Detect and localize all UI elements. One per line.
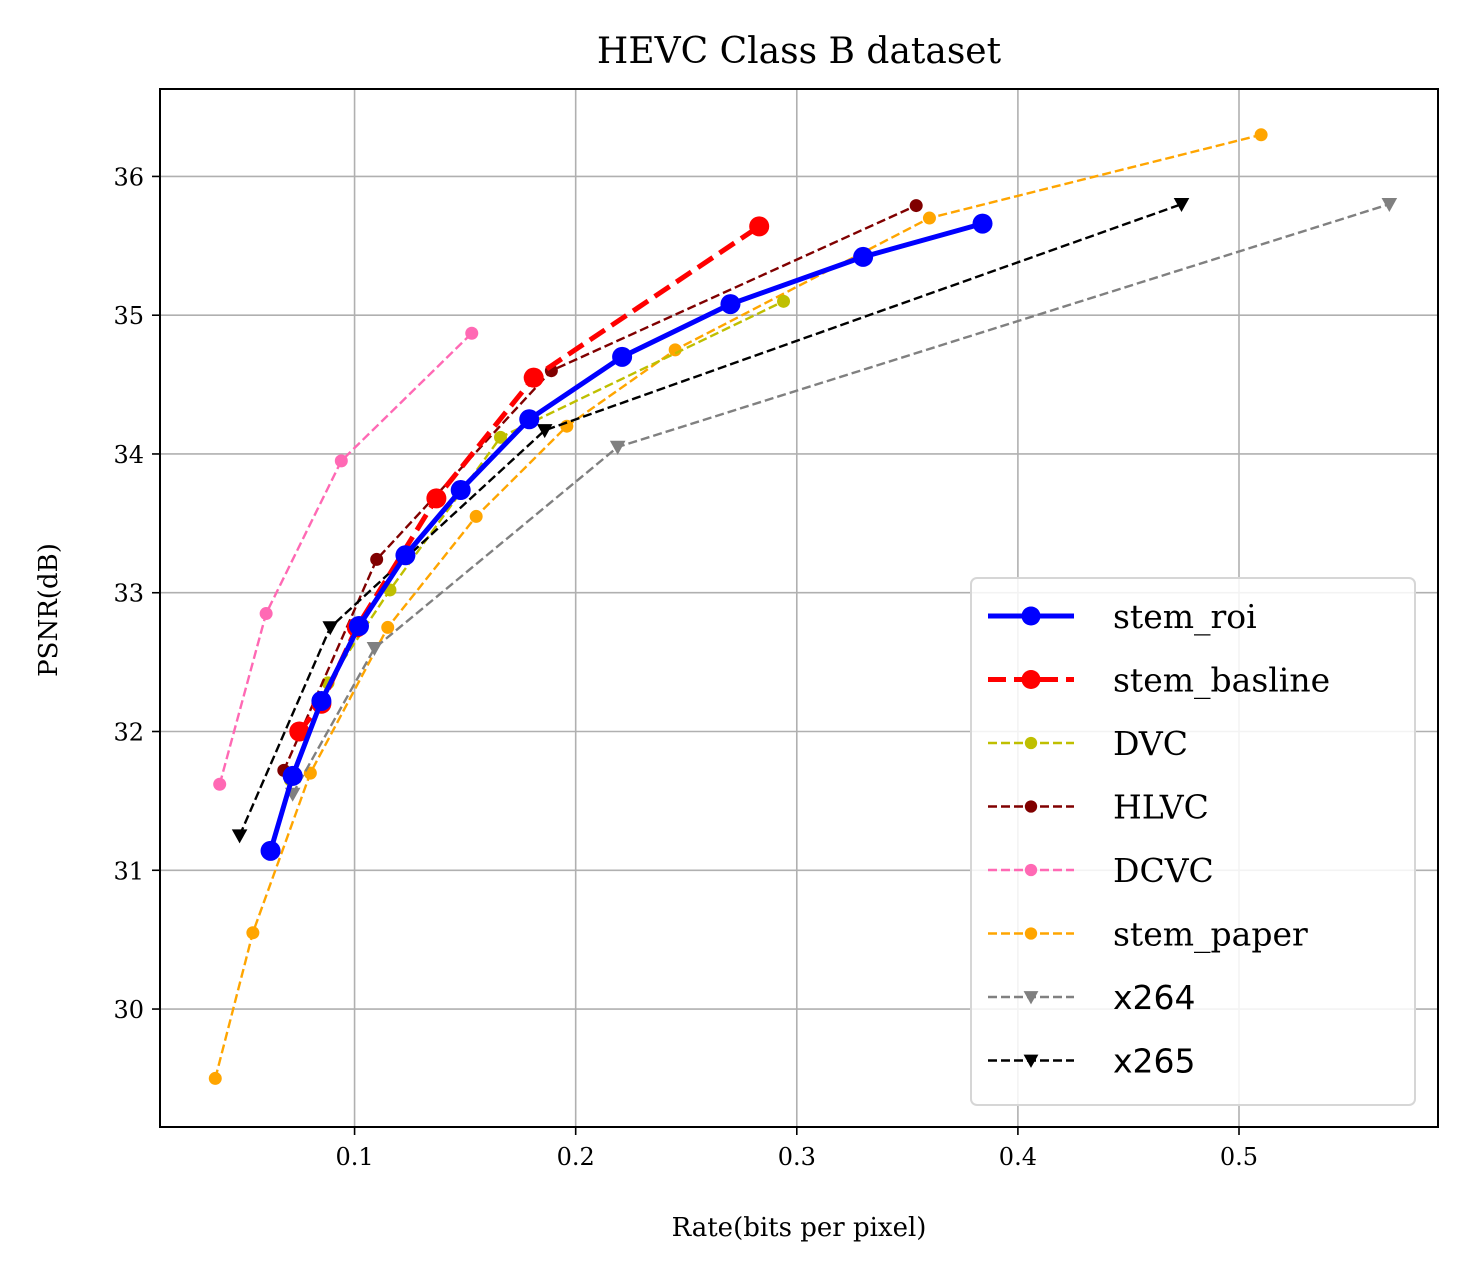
y-tick-label: 35 (113, 302, 144, 330)
series-stem-basline (289, 216, 770, 742)
data-point-stem-paper (381, 620, 395, 634)
data-point-stem-roi (612, 346, 633, 367)
x-axis-label: Rate(bits per pixel) (672, 1213, 927, 1243)
data-point-stem-roi (348, 616, 369, 637)
legend-swatch-marker (1024, 800, 1038, 813)
data-point-dvc (777, 294, 791, 308)
legend-swatch-marker (1021, 670, 1041, 689)
data-point-stem-roi (395, 545, 416, 566)
data-point-x265 (231, 829, 248, 844)
data-point-stem-basline (289, 721, 310, 742)
series-line-dcvc (218, 332, 473, 785)
data-point-stem-paper (246, 926, 260, 940)
data-point-stem-roi (853, 246, 874, 267)
legend-swatch-marker (1023, 1054, 1039, 1068)
y-tick-label: 32 (113, 719, 144, 747)
data-point-dcvc (259, 607, 273, 621)
series-line-hlvc (282, 204, 917, 771)
series-stem-paper (208, 128, 1268, 1085)
series-line-x265 (238, 203, 1182, 837)
x-tick-label: 0.5 (1220, 1143, 1258, 1171)
data-point-stem-paper (208, 1071, 222, 1085)
series-dcvc (213, 326, 479, 791)
data-point-x265 (1173, 197, 1190, 212)
legend-swatch-marker (1021, 606, 1041, 626)
legend-label: DCVC (1113, 851, 1214, 890)
y-tick-label: 36 (113, 163, 144, 191)
data-point-stem-basline (426, 488, 447, 509)
data-point-stem-basline (749, 216, 770, 237)
chart-title: HEVC Class B dataset (597, 31, 1002, 72)
data-point-stem-roi (450, 480, 471, 501)
legend-item-stem-basline: stem_basline (988, 661, 1330, 701)
legend-item-hlvc: HLVC (988, 788, 1209, 827)
legend-label: x264 (1113, 978, 1196, 1017)
legend-label: x265 (1113, 1042, 1196, 1081)
data-point-stem-roi (282, 765, 303, 786)
data-point-stem-roi (311, 690, 332, 711)
data-point-stem-roi (260, 840, 281, 861)
legend-label: stem_basline (1113, 661, 1330, 701)
data-point-stem-paper (469, 509, 483, 523)
legend-item-dcvc: DCVC (988, 851, 1214, 890)
x-tick-label: 0.3 (778, 1143, 816, 1171)
y-axis-label: PSNR(dB) (34, 543, 64, 677)
legend-swatch-marker (1024, 736, 1038, 750)
data-point-hlvc (909, 199, 923, 213)
data-point-stem-basline (523, 367, 544, 388)
data-point-stem-roi (720, 294, 741, 315)
data-point-stem-roi (972, 213, 993, 234)
legend-item-x265: x265 (988, 1042, 1196, 1081)
legend-swatch-marker (1024, 927, 1038, 940)
series-line-stem-basline (297, 224, 761, 734)
data-point-dvc (494, 430, 508, 444)
legend-label: stem_roi (1113, 597, 1257, 637)
data-point-x264 (366, 642, 383, 657)
data-point-dcvc (213, 777, 227, 791)
legend-label: stem_paper (1113, 915, 1308, 955)
series-hlvc (277, 199, 923, 777)
y-tick-label: 30 (113, 996, 144, 1024)
data-point-stem-paper (1254, 128, 1268, 142)
y-ticks: 30 31 32 33 34 35 36 (113, 163, 160, 1024)
x-ticks: 0.1 0.2 0.3 0.4 0.5 (335, 1127, 1258, 1171)
y-tick-label: 34 (113, 441, 144, 469)
series-line-x264 (291, 203, 1390, 795)
data-point-dcvc (334, 454, 348, 468)
series-layer (208, 128, 1398, 1085)
data-point-dcvc (465, 326, 479, 340)
legend-swatch-marker (1023, 991, 1039, 1005)
y-tick-label: 31 (113, 857, 144, 885)
data-point-hlvc (370, 552, 384, 566)
x-tick-label: 0.1 (335, 1143, 373, 1171)
y-tick-label: 33 (113, 580, 144, 608)
data-point-stem-paper (922, 211, 936, 225)
data-point-x265 (536, 424, 553, 439)
x-tick-label: 0.2 (557, 1143, 595, 1171)
data-point-x265 (322, 621, 339, 636)
series-x265 (231, 197, 1190, 844)
legend-item-stem-roi: stem_roi (988, 597, 1257, 637)
legend-label: DVC (1113, 724, 1188, 763)
legend-item-dvc: DVC (988, 724, 1188, 763)
plot-frame (159, 88, 1439, 1128)
legend-label: HLVC (1113, 788, 1209, 827)
legend-swatch-marker (1024, 863, 1038, 877)
legend-item-x264: x264 (988, 978, 1196, 1017)
data-point-stem-roi (519, 409, 540, 430)
data-point-x264 (609, 440, 626, 455)
legend-box (970, 577, 1416, 1106)
x-tick-label: 0.4 (999, 1143, 1037, 1171)
legend-item-stem-paper: stem_paper (988, 915, 1308, 955)
data-point-x264 (1381, 197, 1398, 212)
series-stem-roi (260, 213, 993, 861)
legend: stem_roi stem_basline DVC HLVC DCVC stem_pape… (970, 577, 1416, 1106)
